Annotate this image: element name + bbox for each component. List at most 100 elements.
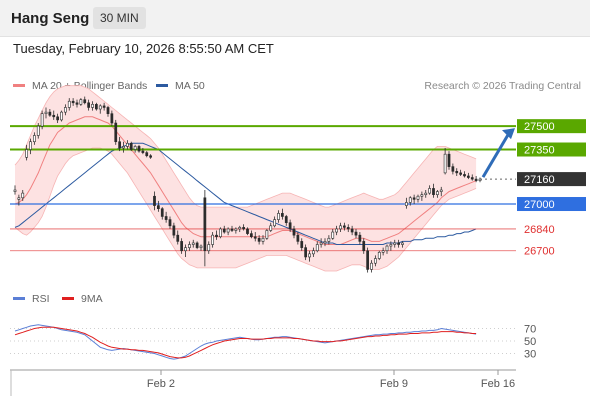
- candle-body: [52, 114, 56, 118]
- timeframe-button[interactable]: 30 MIN: [93, 7, 146, 29]
- candle-body: [238, 227, 242, 230]
- candle: [95, 102, 98, 111]
- candle-body: [389, 244, 393, 247]
- forecast-arrow-line: [481, 132, 511, 178]
- candle-body: [188, 244, 191, 248]
- candle-body: [350, 228, 354, 233]
- candle: [215, 230, 218, 240]
- header-bar: Hang Seng 30 MIN: [0, 0, 590, 37]
- candle-body: [439, 189, 443, 192]
- candle-body: [323, 241, 327, 244]
- candle-body: [164, 216, 168, 220]
- candle: [149, 154, 152, 159]
- candle-body: [203, 197, 207, 252]
- level-box-27000: [517, 197, 586, 212]
- candle-body: [17, 197, 21, 200]
- candle: [381, 247, 385, 256]
- candle: [44, 107, 48, 119]
- candle-body: [226, 228, 230, 233]
- candle: [21, 190, 25, 201]
- candle: [79, 98, 83, 106]
- candle-body: [300, 241, 304, 248]
- candle: [176, 230, 180, 245]
- level-box-27350: [517, 142, 586, 157]
- rsi-tick-70: 70: [524, 324, 536, 336]
- candle-body: [405, 202, 408, 206]
- candle: [478, 177, 482, 183]
- timestamp: Tuesday, February 10, 2026 8:55:50 AM CE…: [13, 41, 274, 56]
- candle: [219, 227, 222, 239]
- candle-body: [180, 241, 183, 252]
- candle: [257, 235, 261, 245]
- candle: [40, 110, 44, 130]
- candle: [191, 239, 195, 248]
- legend-rsi: RSI: [13, 293, 50, 305]
- candle: [172, 222, 176, 239]
- candle: [327, 235, 331, 245]
- candle-body: [451, 166, 455, 172]
- candle-body: [168, 219, 172, 227]
- candle: [207, 241, 211, 254]
- candle-body: [137, 146, 141, 152]
- candle: [319, 238, 323, 248]
- candle: [296, 232, 300, 245]
- candle-body: [242, 227, 245, 230]
- candle: [145, 151, 149, 158]
- forecast-arrow-head: [502, 128, 515, 140]
- candle-body: [315, 244, 319, 252]
- candle: [273, 216, 276, 228]
- candle: [443, 147, 447, 175]
- level-box-27500: [517, 119, 586, 134]
- candle: [428, 185, 431, 195]
- legend-ma50: MA 50: [156, 80, 205, 92]
- candle-body: [60, 111, 63, 121]
- candle-body: [195, 242, 199, 248]
- candle: [389, 241, 393, 251]
- candle-body: [33, 135, 36, 143]
- candle: [234, 227, 238, 234]
- candle-body: [416, 195, 420, 200]
- candle-body: [253, 236, 257, 239]
- candle: [133, 144, 137, 153]
- candle: [420, 191, 424, 201]
- candle-body: [474, 178, 478, 181]
- candle-body: [106, 107, 110, 114]
- candle-body: [269, 225, 273, 231]
- candle-body: [346, 227, 350, 230]
- candle-body: [56, 116, 59, 121]
- candle-body: [157, 205, 160, 209]
- candle: [412, 194, 416, 205]
- level-label-27000: 27000: [524, 199, 555, 211]
- candle: [83, 96, 87, 105]
- candle: [180, 238, 183, 254]
- candle-body: [296, 234, 300, 242]
- candle-body: [79, 99, 83, 105]
- rsi-9ma-line: [14, 326, 477, 359]
- candle: [122, 141, 125, 153]
- candle: [281, 208, 284, 220]
- candle-body: [234, 228, 238, 231]
- candle-body: [319, 242, 323, 245]
- candle: [153, 191, 156, 211]
- candle-body: [288, 222, 292, 230]
- candle-body: [424, 192, 428, 195]
- candle: [238, 225, 242, 233]
- candle-body: [145, 152, 149, 157]
- candle-body: [432, 188, 435, 195]
- level-label-27500: 27500: [524, 121, 555, 133]
- candle: [451, 163, 455, 175]
- candle-body: [408, 197, 412, 203]
- x-tick-label: Feb 9: [380, 378, 408, 390]
- candle: [129, 141, 133, 152]
- candle-body: [13, 189, 17, 192]
- candle-body: [428, 188, 431, 194]
- candle-body: [281, 213, 284, 217]
- candle: [13, 185, 17, 195]
- candle-body: [467, 175, 470, 178]
- candle: [377, 250, 381, 261]
- candle: [385, 244, 389, 254]
- candle: [350, 225, 354, 236]
- candle-body: [29, 141, 32, 150]
- candle-body: [304, 247, 307, 258]
